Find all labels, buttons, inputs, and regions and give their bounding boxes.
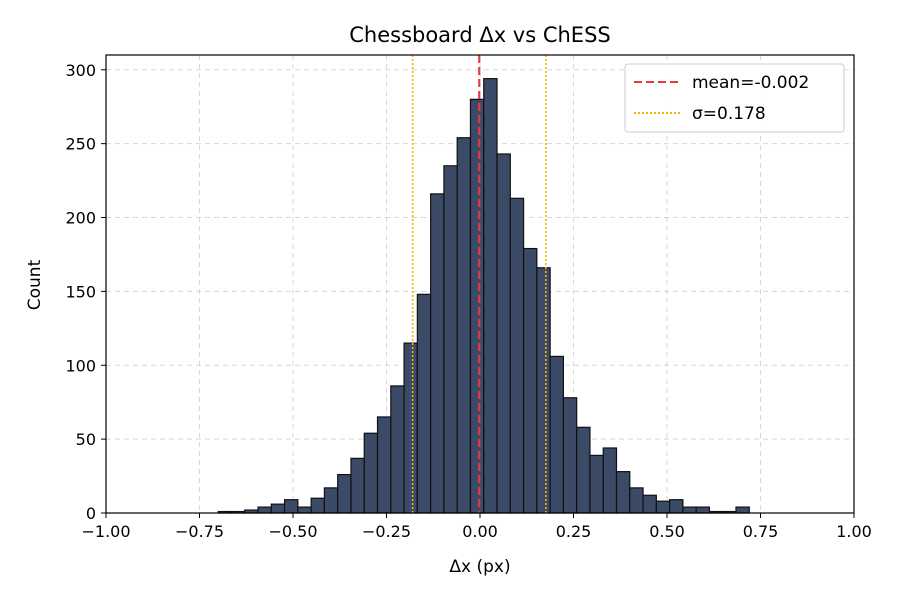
histogram-bar-26 [562, 397, 578, 514]
legend-box [624, 63, 845, 133]
y-tick-label-0: 0 [86, 504, 96, 523]
histogram-bar-21 [496, 153, 511, 514]
y-tick-label-4: 200 [65, 209, 96, 228]
y-tick-label-6: 300 [65, 61, 96, 80]
x-tick-label-3: −0.25 [362, 522, 411, 541]
x-axis-ticks: −1.00 −0.75 −0.50 −0.25 0.00 0.25 0.50 0.75 1.00 [81, 513, 872, 541]
histogram-bar-18 [456, 137, 472, 514]
histogram-bar-31 [629, 487, 644, 514]
histogram-bar-5 [283, 499, 299, 514]
y-tick-label-2: 100 [65, 356, 96, 375]
histogram-bar-36 [695, 506, 711, 514]
y-tick-label-5: 250 [65, 135, 96, 154]
histogram-bar-33 [655, 500, 671, 514]
histogram-bar-13 [390, 385, 405, 514]
x-axis-label: Δx (px) [449, 557, 510, 577]
x-tick-label-0: −1.00 [81, 522, 130, 541]
legend-sigma-label: σ=0.178 [692, 104, 766, 124]
histogram-bar-14 [403, 342, 418, 514]
histogram-bar-34 [669, 499, 684, 514]
histogram-bar-10 [350, 457, 365, 514]
y-tick-label-1: 50 [76, 430, 96, 449]
histogram-bar-28 [589, 454, 604, 514]
y-axis-label: Count [25, 259, 45, 310]
x-tick-label-5: 0.25 [556, 522, 592, 541]
reference-lines [411, 55, 547, 513]
histogram-bar-27 [576, 426, 591, 514]
y-axis-ticks: 0 50 100 150 200 250 300 [65, 61, 106, 523]
histogram-bar-12 [376, 416, 392, 514]
chart-title: Chessboard Δx vs ChESS [349, 23, 611, 47]
histogram-bar-24 [536, 267, 551, 514]
histogram-bar-29 [602, 447, 618, 514]
histogram-bars [217, 78, 750, 514]
histogram-bar-32 [642, 494, 657, 514]
legend: mean=-0.002 σ=0.178 [624, 63, 845, 133]
x-tick-label-6: 0.50 [649, 522, 685, 541]
histogram-bar-7 [310, 497, 326, 514]
histogram-bar-6 [297, 506, 312, 514]
histogram-bar-19 [469, 98, 485, 514]
histogram-bar-11 [363, 432, 379, 514]
x-tick-label-1: −0.75 [175, 522, 224, 541]
histogram-bar-3 [257, 506, 272, 514]
histogram-bar-22 [509, 197, 525, 514]
legend-mean-label: mean=-0.002 [692, 73, 809, 93]
histogram-bar-8 [323, 487, 339, 514]
histogram-bar-17 [443, 165, 458, 514]
histogram-bar-15 [416, 293, 432, 514]
x-tick-label-4: 0.00 [462, 522, 498, 541]
histogram-bar-16 [430, 193, 445, 514]
histogram-bar-4 [270, 503, 286, 514]
x-tick-label-8: 1.00 [836, 522, 872, 541]
x-tick-label-7: 0.75 [743, 522, 779, 541]
histogram-bar-25 [549, 355, 565, 514]
histogram-bar-30 [615, 471, 631, 514]
x-tick-label-2: −0.50 [268, 522, 317, 541]
histogram-bar-39 [735, 506, 750, 514]
histogram-bar-9 [337, 473, 352, 514]
histogram-bar-35 [682, 506, 697, 514]
histogram-bar-23 [522, 247, 538, 514]
y-tick-label-3: 150 [65, 282, 96, 301]
histogram-bar-20 [483, 78, 498, 514]
